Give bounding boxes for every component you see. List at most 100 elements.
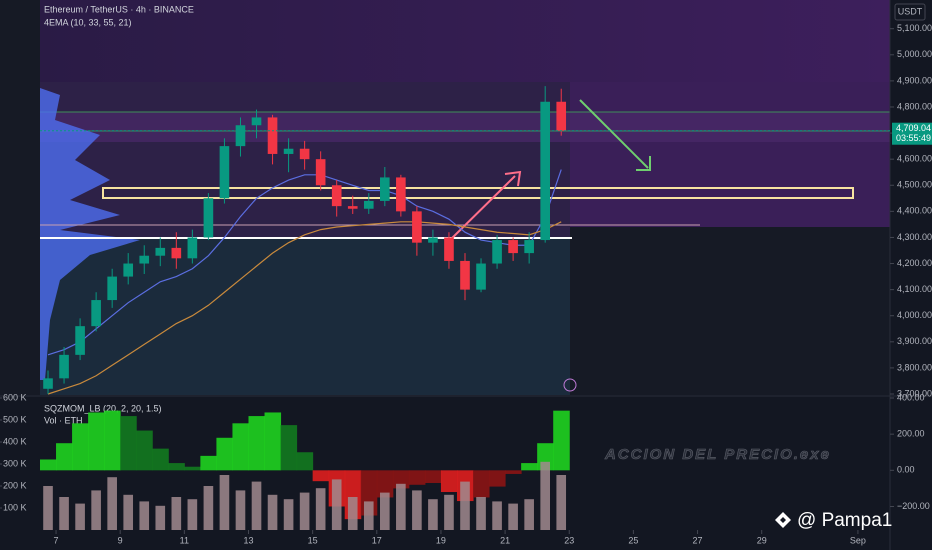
alert-icon[interactable] xyxy=(563,378,577,392)
volume-bar xyxy=(219,475,230,530)
volume-bar xyxy=(428,499,438,530)
x-tick-label: 9 xyxy=(118,535,123,545)
candle-body xyxy=(556,101,567,131)
volume-bar xyxy=(347,497,358,530)
x-tick-label: 29 xyxy=(757,535,767,545)
candle-body xyxy=(380,177,390,201)
volume-bar xyxy=(396,483,406,530)
momentum-bar xyxy=(216,437,233,471)
volume-bar xyxy=(299,492,310,530)
x-tick-label: 23 xyxy=(564,535,574,545)
candle-body xyxy=(107,276,117,301)
momentum-bar xyxy=(200,455,217,471)
momentum-bar xyxy=(440,470,458,493)
volume-bar xyxy=(363,501,374,530)
momentum-bar xyxy=(408,470,426,485)
volume-bar xyxy=(203,486,214,530)
candle-body xyxy=(139,255,150,264)
momentum-bar xyxy=(104,410,121,471)
arrow-up xyxy=(444,175,516,246)
y-tick-label: 4,600.00 xyxy=(897,154,932,164)
volume-bar xyxy=(107,477,117,530)
volume-bar xyxy=(251,481,262,530)
x-tick-label: 15 xyxy=(308,535,318,545)
momentum-bar xyxy=(248,416,266,471)
y-tick-label: 4,400.00 xyxy=(897,206,932,216)
volume-bar xyxy=(556,475,567,530)
momentum-bar xyxy=(152,448,169,471)
y-tick-label: 4,000.00 xyxy=(897,310,932,320)
momentum-bar xyxy=(136,430,153,471)
y2-tick-label: 0.00 xyxy=(897,465,915,475)
y-tick-label: 400 K xyxy=(3,436,27,446)
x-tick-label: 17 xyxy=(372,535,382,545)
momentum-bar xyxy=(120,416,137,471)
y-tick-label: 300 K xyxy=(3,458,27,468)
volume-bar xyxy=(123,494,134,530)
y-tick-label: 3,800.00 xyxy=(897,362,932,372)
y-tick-label: 4,300.00 xyxy=(897,232,932,242)
brand: @ Pampa1 xyxy=(775,510,892,531)
y-tick-label: 600 K xyxy=(3,392,27,402)
volume-bar xyxy=(460,481,470,530)
momentum-bar xyxy=(505,470,522,474)
x-tick-label: Sep xyxy=(850,535,866,545)
candle-body xyxy=(171,247,182,259)
candle-body xyxy=(155,247,166,256)
brand-icon xyxy=(775,512,791,528)
candle-body xyxy=(187,237,198,259)
volume-bar xyxy=(492,501,502,530)
candle-body xyxy=(283,148,294,154)
volume-bar xyxy=(540,461,550,530)
y2-tick-label: −200.00 xyxy=(897,501,930,511)
volume-bar xyxy=(187,499,198,530)
volume-bar xyxy=(235,490,246,530)
arrow-head xyxy=(636,156,651,171)
volume-bar xyxy=(508,503,518,530)
last-price: 4,709.04 xyxy=(896,123,931,133)
ema-line xyxy=(47,221,562,395)
candle-body xyxy=(476,263,486,290)
momentum-bar xyxy=(376,470,394,498)
volume-bar xyxy=(476,497,486,530)
candle-body xyxy=(492,240,502,264)
lower-zone xyxy=(40,237,570,395)
candle-body xyxy=(91,300,101,327)
currency[interactable]: USDT xyxy=(898,6,923,16)
y-tick-label: 4,800.00 xyxy=(897,101,932,111)
bar-countdown: 03:55:49 xyxy=(896,133,931,143)
arrow-head xyxy=(504,170,522,187)
y-tick-label: 200 K xyxy=(3,480,27,490)
ema-line xyxy=(47,169,562,356)
resistance-zone xyxy=(40,112,890,142)
candle-body xyxy=(444,237,454,261)
volume-bar xyxy=(91,490,101,530)
volume-profile xyxy=(40,88,140,380)
candle-body xyxy=(219,146,230,199)
watermark: ACCION DEL PRECIO.exe xyxy=(604,446,831,463)
momentum-bar xyxy=(521,463,538,471)
momentum-bar xyxy=(489,470,506,487)
volume-bar xyxy=(75,503,85,530)
y2-tick-label: 400.00 xyxy=(897,392,925,402)
upper-zone xyxy=(40,0,890,82)
y-tick-label: 3,900.00 xyxy=(897,336,932,346)
author: @ Pampa1 xyxy=(797,510,892,531)
momentum-bar xyxy=(88,412,105,471)
candle-body xyxy=(363,200,374,209)
candle-body xyxy=(331,185,342,207)
candle-body xyxy=(299,148,310,160)
volume-bar xyxy=(315,488,326,530)
momentum-bar xyxy=(56,443,73,471)
volume-legend: Vol · ETH xyxy=(44,415,83,425)
volume-bar xyxy=(43,486,53,530)
last-price-tag xyxy=(892,122,932,145)
y-tick-label: 4,900.00 xyxy=(897,75,932,85)
y-tick-label: 4,100.00 xyxy=(897,284,932,294)
momentum-bar xyxy=(72,423,89,471)
volume-bar xyxy=(283,499,294,530)
currency-box[interactable] xyxy=(894,3,926,21)
momentum-bar xyxy=(473,470,490,498)
candle-body xyxy=(315,159,326,186)
